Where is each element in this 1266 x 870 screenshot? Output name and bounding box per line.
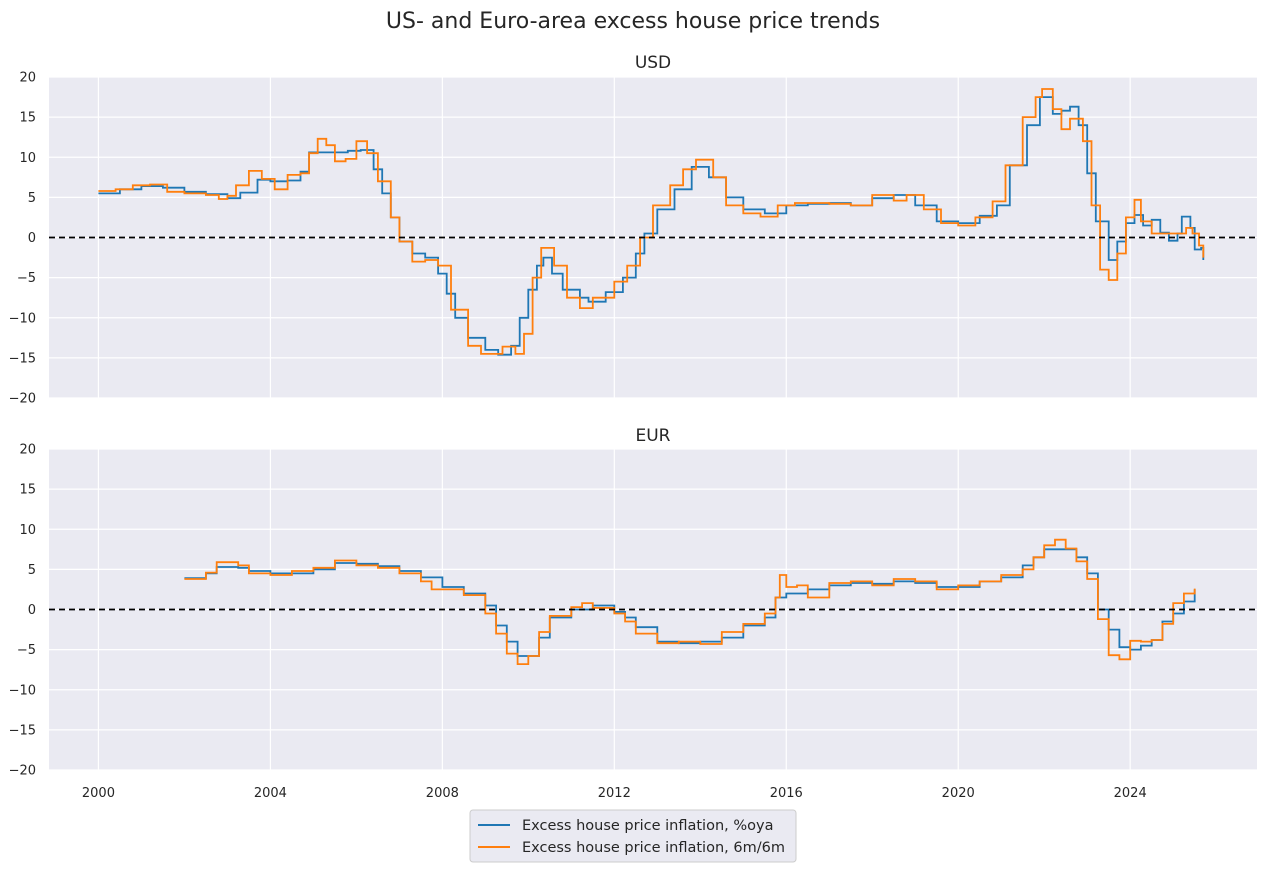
eur-panel-title: EUR <box>636 426 671 446</box>
eur-y-tick-label: −20 <box>9 764 36 779</box>
x-tick-label: 2004 <box>254 786 287 801</box>
eur-y-tick-label: 20 <box>19 443 36 458</box>
usd-series-group <box>49 88 1257 356</box>
usd-y-axis: 20 15 10 5 0 −5 −10 −15 −20 <box>9 71 36 407</box>
usd-y-tick-label: −20 <box>9 392 36 407</box>
usd-y-tick-label: −15 <box>9 351 36 366</box>
x-tick-label: 2024 <box>1114 786 1147 801</box>
usd-y-tick-label: 0 <box>28 231 36 246</box>
legend-label-6m: Excess house price inflation, 6m/6m <box>522 840 785 856</box>
x-tick-label: 2020 <box>942 786 975 801</box>
usd-y-tick-label: 15 <box>19 111 36 126</box>
x-tick-label: 2008 <box>426 786 459 801</box>
usd-panel-title: USD <box>635 53 671 73</box>
eur-panel: 20 15 10 5 0 −5 −10 −15 −20 EUR <box>9 426 1257 779</box>
x-tick-label: 2016 <box>770 786 803 801</box>
chart-title: US- and Euro-area excess house price tre… <box>386 9 880 34</box>
x-axis: 2000 2004 2008 2012 2016 2020 2024 <box>82 786 1147 801</box>
legend-box <box>469 809 797 863</box>
legend-label-oya: Excess house price inflation, %oya <box>522 818 773 834</box>
x-tick-label: 2012 <box>598 786 631 801</box>
usd-y-tick-label: 5 <box>28 191 36 206</box>
usd-panel: 20 15 10 5 0 −5 −10 −15 −20 USD <box>9 53 1257 407</box>
eur-y-tick-label: 5 <box>28 563 36 578</box>
eur-y-axis: 20 15 10 5 0 −5 −10 −15 −20 <box>9 443 36 779</box>
eur-series-6m6m-line <box>184 538 1196 665</box>
usd-y-tick-label: 10 <box>19 151 36 166</box>
x-tick-label: 2000 <box>82 786 115 801</box>
eur-y-tick-label: 0 <box>28 603 36 618</box>
eur-y-tick-label: 10 <box>19 523 36 538</box>
usd-series-oya-line <box>98 96 1205 356</box>
usd-y-tick-label: −5 <box>17 271 36 286</box>
usd-y-tick-label: −10 <box>9 311 36 326</box>
eur-y-tick-label: −15 <box>9 723 36 738</box>
usd-y-tick-label: 20 <box>19 71 36 86</box>
usd-series-6m6m-line <box>98 88 1205 355</box>
eur-y-tick-label: −5 <box>17 643 36 658</box>
eur-y-tick-label: −10 <box>9 683 36 698</box>
eur-y-tick-label: 15 <box>19 483 36 498</box>
legend: Excess house price inflation, %oya Exces… <box>469 809 797 863</box>
eur-series-group <box>49 538 1257 665</box>
